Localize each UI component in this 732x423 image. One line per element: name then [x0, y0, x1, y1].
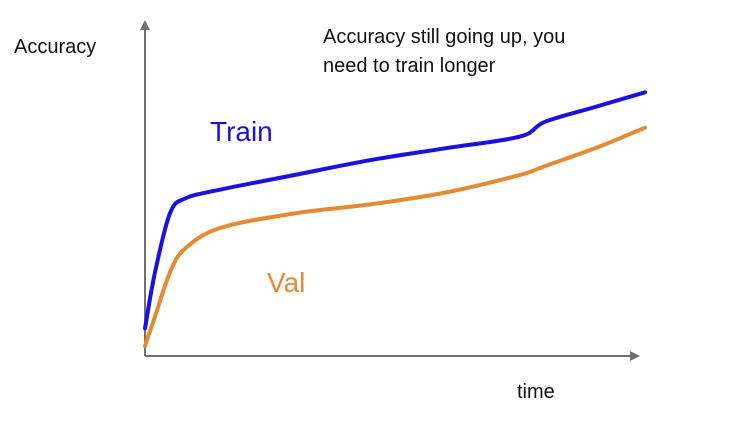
series-layer: [143, 90, 647, 348]
axes: [140, 20, 640, 361]
series-line-train: [143, 90, 647, 331]
x-axis-label: time: [517, 381, 555, 403]
series-label-val: Val: [267, 267, 305, 298]
y-axis-label: Accuracy: [14, 36, 96, 58]
annotation-line-2: need to train longer: [323, 55, 496, 77]
annotation-line-1: Accuracy still going up, you: [323, 26, 565, 48]
series-label-train: Train: [210, 116, 273, 147]
y-axis-arrow: [140, 20, 150, 30]
x-axis-arrow: [630, 351, 640, 361]
series-line-val: [143, 125, 647, 348]
